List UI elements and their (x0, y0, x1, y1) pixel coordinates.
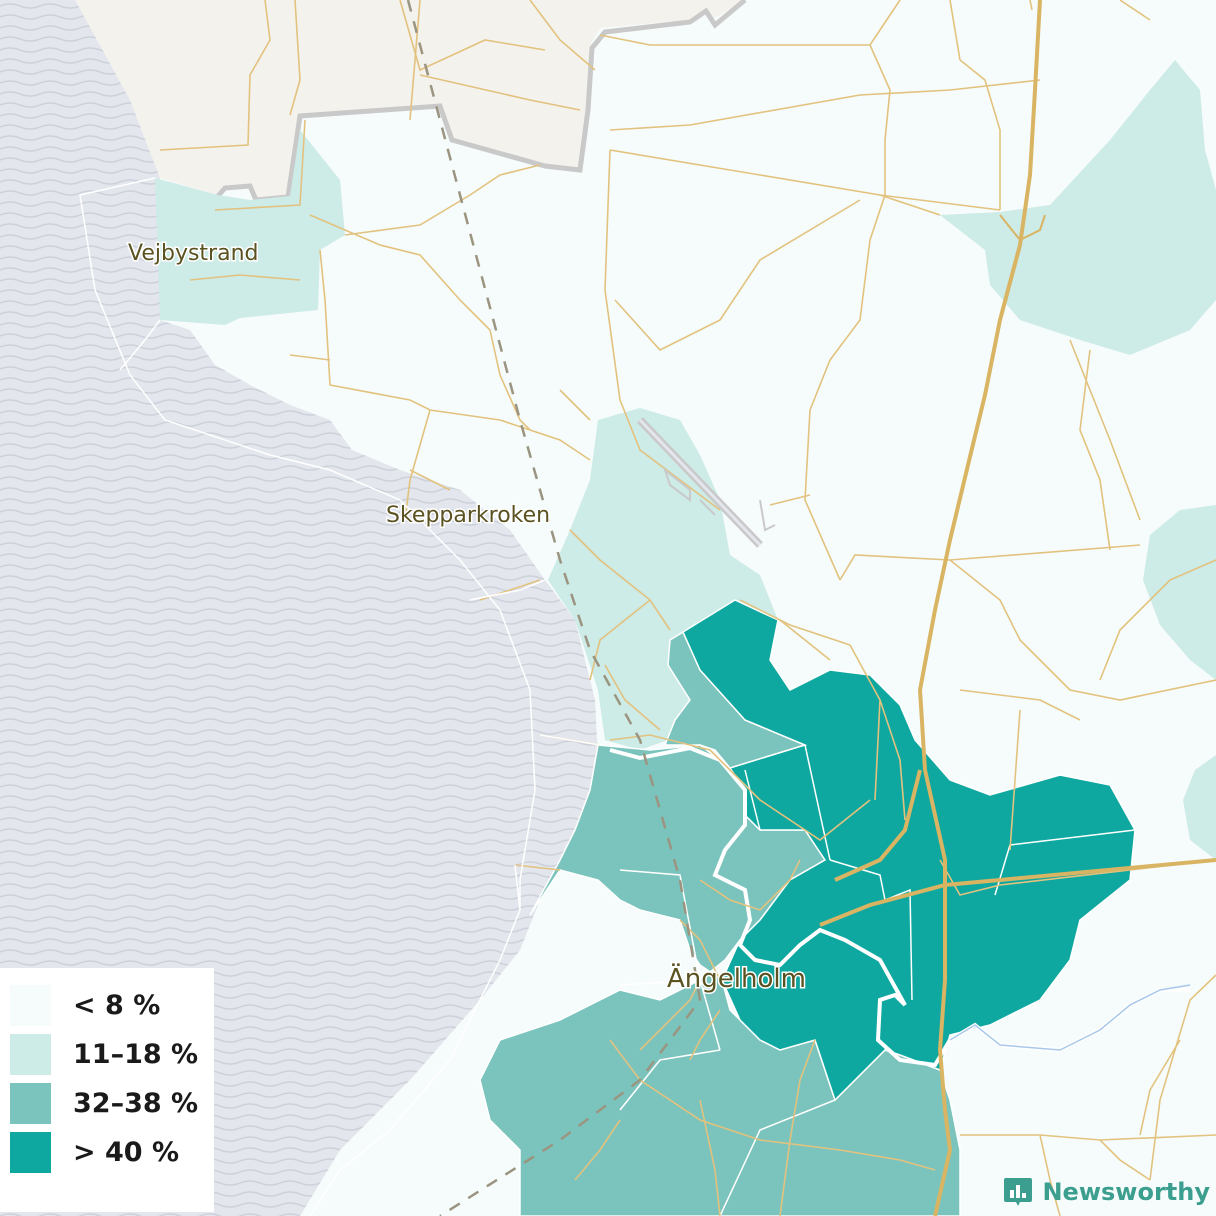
legend-item: < 8 % (10, 984, 160, 1026)
zones-11-18 (155, 60, 1216, 860)
legend-swatch (10, 1082, 51, 1124)
airport (637, 417, 776, 548)
place-label-skepparkroken: Skepparkroken (386, 503, 550, 528)
roads (159, 0, 1216, 1216)
region-border (216, 0, 747, 203)
brand-name: Newsworthy (1042, 1178, 1210, 1206)
legend-label: < 8 % (73, 989, 161, 1021)
legend-item: 32–38 % (10, 1082, 198, 1124)
sea-waves (0, 0, 598, 1216)
highways (819, 0, 1216, 1216)
brand-logo[interactable]: Newsworthy (1002, 1176, 1210, 1208)
legend-label: 32–38 % (73, 1087, 199, 1119)
legend-swatch (10, 984, 51, 1026)
place-label-vejbystrand: Vejbystrand (128, 241, 259, 266)
legend-swatch (10, 1033, 51, 1075)
legend-item: > 40 % (10, 1131, 179, 1173)
municipal-boundaries (79, 177, 601, 1216)
river-east (949, 984, 1191, 1051)
legend-item: 11–18 % (10, 1033, 198, 1075)
legend-label: 11–18 % (73, 1038, 199, 1070)
railway (406, 0, 702, 1216)
place-label-angelholm: Ängelholm (667, 962, 806, 994)
legend-swatch (10, 1131, 51, 1173)
bar-chart-icon (1004, 1178, 1033, 1206)
legend: < 8 % 11–18 % 32–38 % > 40 % (0, 968, 214, 1212)
neighbouring-region (75, 0, 745, 200)
legend-label: > 40 % (73, 1136, 180, 1168)
highway-interchange (999, 214, 1046, 242)
